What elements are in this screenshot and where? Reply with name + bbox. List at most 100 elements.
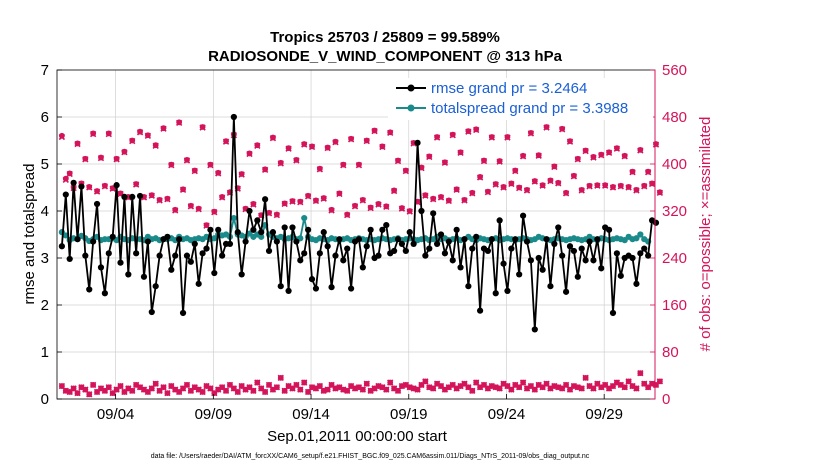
rmse-point — [375, 252, 382, 259]
left-axis-ticks: 0 1 2 3 4 5 6 7 — [41, 62, 62, 408]
rmse-point — [496, 217, 503, 224]
rmse-point — [101, 290, 108, 297]
obs-assimilated-point — [304, 193, 312, 200]
obs-assimilated-point — [144, 132, 152, 139]
obs-assimilated-point — [105, 384, 112, 391]
obs-assimilated-point — [132, 181, 140, 188]
obs-assimilated-point — [269, 134, 277, 142]
rmse-point — [559, 252, 566, 259]
right-tick-label: 560 — [662, 62, 687, 79]
legend-rmse-label: rmse grand pr = 3.2464 — [431, 80, 587, 97]
rmse-point — [148, 308, 155, 316]
rmse-point — [246, 207, 253, 215]
rmse-point — [609, 309, 617, 317]
obs-assimilated-point — [160, 384, 167, 391]
rmse-point — [332, 252, 339, 259]
obs-assimilated-point — [531, 178, 538, 185]
rmse-point — [203, 245, 210, 252]
rmse-point — [281, 224, 288, 231]
rmse-point — [586, 238, 593, 245]
rmse-point — [465, 283, 472, 290]
obs-assimilated-point — [203, 222, 210, 229]
rmse-point — [234, 229, 241, 236]
rmse-point — [539, 266, 546, 273]
obs-assimilated-point — [578, 187, 585, 194]
rmse-point — [179, 309, 187, 317]
rmse-point — [394, 236, 402, 243]
obs-assimilated-point — [113, 156, 120, 163]
rmse-point — [129, 193, 136, 200]
rmse-point — [551, 240, 558, 247]
obs-assimilated-point — [609, 184, 617, 191]
obs-assimilated-point — [285, 145, 292, 152]
obs-assimilated-point — [547, 177, 554, 185]
obs-assimilated-point — [218, 194, 226, 201]
totalspread-point — [301, 214, 308, 222]
obs-assimilated-point — [168, 162, 175, 169]
obs-assimilated-point — [523, 187, 531, 194]
rmse-point — [398, 240, 406, 247]
obs-assimilated-point — [265, 210, 273, 217]
obs-assimilated-point — [539, 182, 546, 189]
rmse-point — [418, 207, 425, 215]
obs-assimilated-point — [461, 197, 468, 204]
rmse-point — [594, 236, 601, 243]
rmse-point — [578, 245, 585, 252]
rmse-point — [183, 252, 191, 259]
obs-assimilated-point — [199, 388, 206, 396]
rmse-point — [402, 247, 409, 255]
obs-assimilated-point — [93, 188, 101, 195]
rmse-point — [97, 264, 105, 271]
rmse-point — [516, 271, 523, 278]
obs-assimilated-point — [562, 190, 570, 197]
rmse-point — [168, 266, 175, 273]
rmse-point — [140, 273, 148, 280]
left-tick-label: 4 — [41, 203, 49, 220]
legend-spread-label: totalspread grand pr = 3.3988 — [431, 100, 628, 117]
rmse-point — [504, 287, 511, 294]
obs-assimilated-point — [641, 183, 648, 190]
obs-assimilated-point — [390, 187, 398, 195]
obs-assimilated-point — [222, 138, 230, 145]
rmse-point — [316, 250, 323, 257]
obs-assimilated-point — [250, 201, 257, 208]
obs-assimilated-point — [469, 190, 476, 197]
rmse-point — [289, 224, 296, 231]
rmse-point — [74, 236, 81, 243]
obs-assimilated-point — [74, 140, 81, 148]
obs-assimilated-point — [598, 152, 605, 159]
obs-assimilated-point — [535, 152, 542, 159]
obs-assimilated-point — [578, 385, 585, 392]
rmse-point — [195, 280, 202, 287]
obs-assimilated-point — [179, 186, 187, 194]
rmse-point — [527, 257, 535, 264]
obs-assimilated-point — [62, 176, 69, 184]
rmse-point — [164, 233, 171, 240]
right-tick-label: 80 — [662, 344, 679, 361]
rmse-point — [555, 224, 562, 231]
obs-assimilated-point — [74, 389, 81, 397]
rmse-point — [293, 238, 300, 245]
obs-assimilated-point — [586, 183, 593, 190]
obs-assimilated-point — [441, 159, 449, 166]
rmse-point — [254, 217, 261, 224]
rmse-point — [62, 191, 69, 198]
rmse-point — [605, 226, 613, 233]
obs-assimilated-point — [582, 374, 589, 382]
rmse-point — [492, 290, 499, 297]
obs-assimilated-point — [175, 119, 183, 127]
obs-assimilated-point — [160, 125, 167, 132]
rmse-point — [535, 254, 542, 262]
rmse-point — [484, 247, 492, 255]
obs-assimilated-point — [433, 134, 441, 141]
rmse-point — [367, 226, 374, 233]
obs-assimilated-point — [86, 184, 93, 191]
rmse-point — [324, 243, 331, 250]
obs-assimilated-point — [152, 380, 159, 387]
obs-assimilated-point — [58, 133, 66, 141]
rmse-point — [105, 250, 112, 257]
rmse-point — [422, 252, 429, 259]
obs-assimilated-point — [637, 147, 644, 154]
rmse-point — [406, 229, 413, 236]
